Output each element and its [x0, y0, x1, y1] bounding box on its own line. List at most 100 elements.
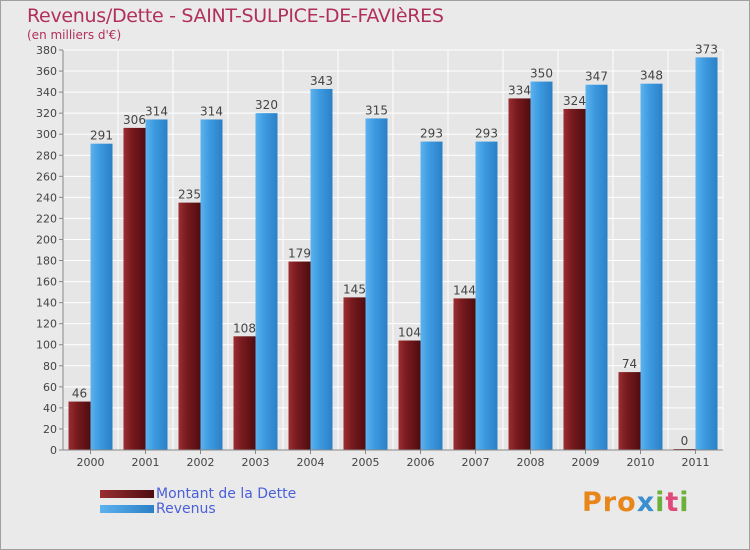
x-tick-label-2005: 2005 — [352, 456, 380, 469]
data-label-debt-2011: 0 — [681, 434, 689, 448]
y-tick-label: 60 — [43, 381, 57, 394]
data-label-debt-2005: 145 — [343, 282, 366, 296]
bar-debt-2008 — [508, 98, 531, 450]
data-label-debt-2004: 179 — [288, 247, 311, 261]
data-label-debt-2001: 306 — [123, 113, 146, 127]
data-label-debt-2007: 144 — [453, 283, 476, 297]
y-tick-label: 140 — [36, 297, 57, 310]
bar-debt-2010 — [618, 372, 641, 450]
bar-debt-2002 — [178, 202, 201, 450]
bar-revenue-2000 — [90, 143, 113, 450]
chart-subtitle: (en milliers d'€) — [27, 28, 122, 42]
y-tick-label: 20 — [43, 423, 57, 436]
logo-letter: x — [636, 487, 656, 518]
bar-debt-2007 — [453, 298, 476, 450]
y-tick-label: 160 — [36, 276, 57, 289]
data-label-revenue-2008: 350 — [530, 67, 553, 81]
x-tick-label-2011: 2011 — [682, 456, 710, 469]
chart-title: Revenus/Dette - SAINT-SULPICE-DE-FAVIèRE… — [27, 5, 444, 27]
data-label-debt-2008: 334 — [508, 83, 531, 97]
data-label-revenue-2009: 347 — [585, 70, 608, 84]
bar-revenue-2006 — [420, 141, 443, 450]
y-tick-label: 260 — [36, 170, 57, 183]
x-tick-label-2004: 2004 — [297, 456, 325, 469]
bar-revenue-2004 — [310, 88, 333, 451]
logo-letter: t — [665, 487, 680, 518]
data-label-revenue-2010: 348 — [640, 69, 663, 83]
data-label-revenue-2005: 315 — [365, 103, 388, 117]
legend-swatch-debt — [100, 490, 154, 498]
y-tick-label: 80 — [43, 360, 57, 373]
logo-letter: P — [582, 487, 603, 518]
data-label-revenue-2004: 343 — [310, 74, 333, 88]
y-tick-label: 240 — [36, 191, 57, 204]
data-label-debt-2000: 46 — [72, 387, 87, 401]
bar-revenue-2009 — [585, 84, 608, 450]
y-tick-label: 40 — [43, 402, 57, 415]
logo-letter: o — [617, 487, 637, 518]
data-label-debt-2002: 235 — [178, 188, 201, 202]
y-tick-label: 380 — [36, 44, 57, 57]
y-tick-label: 220 — [36, 212, 57, 225]
y-tick-label: 320 — [36, 107, 57, 120]
bar-revenue-2007 — [475, 141, 498, 450]
bar-debt-2005 — [343, 297, 366, 450]
labels-layer: 4629130631423531410832017934314531510429… — [72, 42, 718, 448]
data-label-revenue-2002: 314 — [200, 104, 223, 118]
data-label-debt-2009: 324 — [563, 94, 586, 108]
data-label-revenue-2006: 293 — [420, 127, 443, 141]
data-label-revenue-2001: 314 — [145, 104, 168, 118]
bar-debt-2004 — [288, 261, 311, 450]
data-label-revenue-2011: 373 — [695, 42, 718, 56]
y-tick-label: 120 — [36, 318, 57, 331]
y-tick-label: 0 — [50, 444, 57, 457]
bar-revenue-2011 — [695, 57, 718, 451]
y-tick-label: 100 — [36, 339, 57, 352]
bars-layer — [68, 57, 718, 451]
bar-debt-2001 — [123, 127, 146, 450]
x-tick-label-2007: 2007 — [462, 456, 490, 469]
x-tick-label-2006: 2006 — [407, 456, 435, 469]
proxiti-logo: Proxiti — [582, 487, 690, 518]
data-label-debt-2003: 108 — [233, 321, 256, 335]
bar-revenue-2010 — [640, 83, 663, 451]
logo-letter: r — [602, 487, 618, 518]
y-tick-label: 200 — [36, 233, 57, 246]
y-tick-label: 280 — [36, 149, 57, 162]
data-label-debt-2010: 74 — [622, 357, 637, 371]
y-tick-label: 180 — [36, 255, 57, 268]
data-label-revenue-2003: 320 — [255, 98, 278, 112]
x-tick-label-2009: 2009 — [572, 456, 600, 469]
bar-revenue-2008 — [530, 81, 553, 450]
data-label-revenue-2000: 291 — [90, 129, 113, 143]
logo-letter: i — [679, 487, 690, 518]
legend-label-revenue: Revenus — [156, 501, 216, 517]
y-tick-label: 340 — [36, 86, 57, 99]
axes-layer: 0 20 40 60 80 100 120 140 160 180 200 220 240 260 280 3… — [36, 44, 723, 469]
logo-letter: i — [655, 487, 666, 518]
bar-debt-2003 — [233, 336, 256, 450]
data-label-revenue-2007: 293 — [475, 127, 498, 141]
x-tick-label-2010: 2010 — [627, 456, 655, 469]
y-tick-label: 360 — [36, 65, 57, 78]
x-tick-label-2002: 2002 — [187, 456, 215, 469]
legend-item-debt: Montant de la Dette — [100, 486, 400, 502]
bar-revenue-2003 — [255, 113, 278, 450]
y-tick-label: 300 — [36, 128, 57, 141]
bar-debt-2006 — [398, 340, 421, 450]
legend-item-revenue: Revenus — [100, 501, 400, 517]
bar-revenue-2002 — [200, 119, 223, 450]
x-tick-label-2003: 2003 — [242, 456, 270, 469]
x-tick-label-2000: 2000 — [77, 456, 105, 469]
bar-debt-2009 — [563, 108, 586, 451]
legend-label-debt: Montant de la Dette — [156, 486, 297, 502]
bar-debt-2000 — [68, 401, 91, 450]
x-tick-label-2008: 2008 — [517, 456, 545, 469]
legend-swatch-revenue — [100, 505, 154, 513]
x-tick-label-2001: 2001 — [132, 456, 160, 469]
bar-revenue-2005 — [365, 118, 388, 450]
data-label-debt-2006: 104 — [398, 326, 421, 340]
grid-layer — [62, 49, 724, 451]
bar-revenue-2001 — [145, 119, 168, 450]
